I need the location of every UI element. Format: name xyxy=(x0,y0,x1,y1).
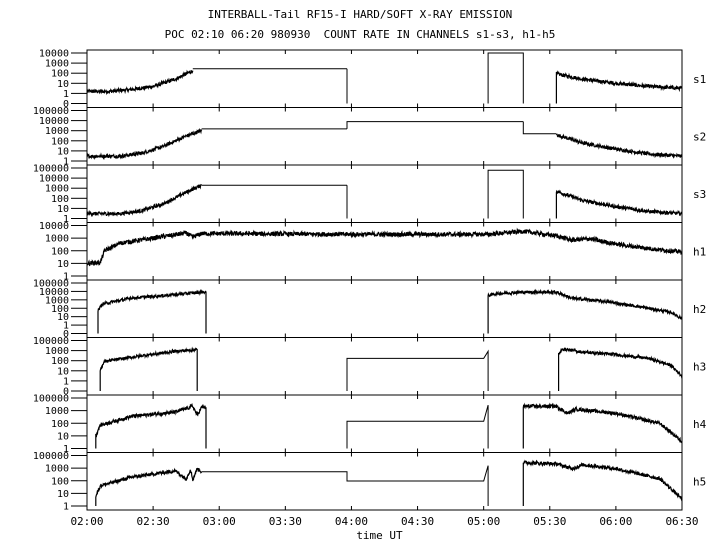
series-line-h4 xyxy=(522,402,683,449)
panel-label: h3 xyxy=(693,360,706,373)
chart-title: INTERBALL-Tail RF15-I HARD/SOFT X-RAY EM… xyxy=(207,8,513,21)
panel-frame xyxy=(86,279,683,338)
panel-frame xyxy=(86,107,683,166)
panel-label: s2 xyxy=(693,130,706,143)
x-tick-label: 05:30 xyxy=(533,515,566,528)
series-line-h2 xyxy=(97,288,207,334)
series-line-s2 xyxy=(522,121,557,135)
y-tick-label: 100000 xyxy=(33,164,69,175)
y-tick-label: 100000 xyxy=(33,451,69,462)
y-tick-label: 100000 xyxy=(33,106,69,117)
series-line-s2 xyxy=(555,133,683,159)
series-line-h1 xyxy=(86,227,683,267)
x-tick-label: 03:00 xyxy=(203,515,236,528)
x-tick-label: 05:00 xyxy=(467,515,500,528)
panel-label: h2 xyxy=(693,303,706,316)
series-line-s1 xyxy=(555,70,683,104)
y-tick-label: 100 xyxy=(51,69,69,80)
x-tick-label: 06:00 xyxy=(599,515,632,528)
y-tick-label: 100 xyxy=(51,476,69,487)
y-tick-label: 10 xyxy=(57,312,69,323)
series-line-h3 xyxy=(558,347,683,391)
y-tick-label: 10000 xyxy=(39,49,69,60)
series-line-s1 xyxy=(487,52,524,104)
y-tick-label: 1000 xyxy=(45,126,69,137)
y-tick-label: 1 xyxy=(63,502,69,513)
y-tick-label: 10000 xyxy=(39,287,69,298)
series-line-h4 xyxy=(346,404,489,449)
panel-label: h5 xyxy=(693,475,706,488)
series-line-h3 xyxy=(99,346,198,391)
x-axis-label: time UT xyxy=(356,529,403,542)
x-tick-label: 04:00 xyxy=(335,515,368,528)
chart-subtitle: POC 02:10 06:20 980930 COUNT RATE IN CHA… xyxy=(164,28,556,41)
x-tick-label: 04:30 xyxy=(401,515,434,528)
y-tick-label: 10 xyxy=(57,489,69,500)
x-tick-label: 02:30 xyxy=(137,515,170,528)
panel-frame xyxy=(86,222,683,281)
x-tick-label: 03:30 xyxy=(269,515,302,528)
y-tick-label: 1 xyxy=(63,376,69,387)
y-tick-label: 1 xyxy=(63,214,69,225)
y-tick-label: 10000 xyxy=(39,174,69,185)
panel-label: h1 xyxy=(693,245,706,258)
panel-label: h4 xyxy=(693,418,707,431)
series-line-h3 xyxy=(346,349,489,391)
series-line-s2 xyxy=(86,127,203,161)
series-line-h5 xyxy=(201,465,489,506)
series-line-h2 xyxy=(487,288,683,334)
panel-frame xyxy=(86,164,683,223)
y-tick-label: 1 xyxy=(63,89,69,100)
y-tick-label: 10 xyxy=(57,259,69,270)
series-line-s3 xyxy=(555,189,683,219)
y-tick-label: 10 xyxy=(57,146,69,157)
y-tick-label: 0 xyxy=(63,329,69,340)
y-tick-label: 100 xyxy=(51,419,69,430)
y-tick-label: 1000 xyxy=(45,234,69,245)
y-tick-label: 100 xyxy=(51,304,69,315)
panel-frame xyxy=(86,337,683,396)
y-tick-label: 10 xyxy=(57,204,69,215)
y-tick-label: 1 xyxy=(63,272,69,283)
y-tick-label: 100000 xyxy=(33,336,69,347)
y-tick-label: 10 xyxy=(57,79,69,90)
y-tick-label: 1 xyxy=(63,444,69,455)
y-tick-label: 10000 xyxy=(39,116,69,127)
panel-frame xyxy=(86,394,683,453)
series-line-h5 xyxy=(95,467,203,506)
x-tick-label: 06:30 xyxy=(665,515,698,528)
y-tick-label: 1000 xyxy=(45,346,69,357)
series-line-h4 xyxy=(95,402,207,449)
y-tick-label: 1 xyxy=(63,321,69,332)
y-tick-label: 1000 xyxy=(45,406,69,417)
panel-label: s1 xyxy=(693,73,706,86)
series-line-s3 xyxy=(487,169,524,219)
series-line-s3 xyxy=(86,183,203,218)
y-tick-label: 100 xyxy=(51,194,69,205)
y-tick-label: 1000 xyxy=(45,184,69,195)
y-tick-label: 10 xyxy=(57,366,69,377)
y-tick-label: 100 xyxy=(51,356,69,367)
y-tick-label: 1 xyxy=(63,157,69,168)
y-tick-label: 10000 xyxy=(39,221,69,232)
series-line-s1 xyxy=(86,69,194,96)
y-tick-label: 100 xyxy=(51,246,69,257)
y-tick-label: 100000 xyxy=(33,394,69,405)
y-tick-label: 100 xyxy=(51,136,69,147)
y-tick-label: 1000 xyxy=(45,464,69,475)
y-tick-label: 0 xyxy=(63,387,69,398)
series-line-h5 xyxy=(522,459,683,506)
y-tick-label: 100000 xyxy=(33,279,69,290)
y-tick-label: 1000 xyxy=(45,59,69,70)
y-tick-label: 0 xyxy=(63,99,69,110)
panel-label: s3 xyxy=(693,188,706,201)
y-tick-label: 1000 xyxy=(45,295,69,306)
y-tick-label: 10 xyxy=(57,431,69,442)
series-line-s2 xyxy=(346,121,524,129)
x-tick-label: 02:00 xyxy=(70,515,103,528)
